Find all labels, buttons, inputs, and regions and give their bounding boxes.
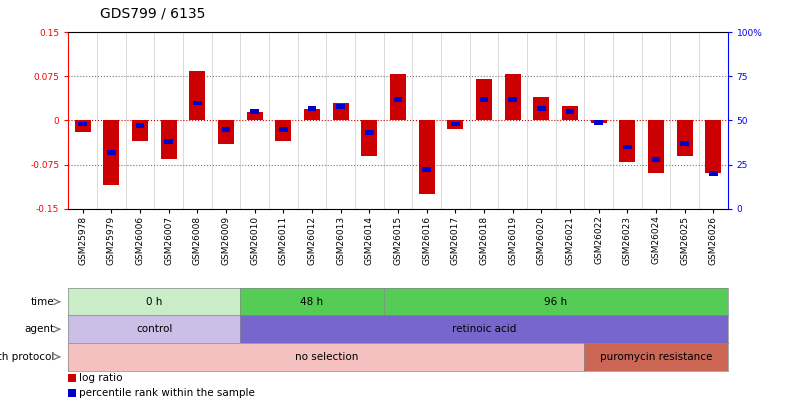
Bar	[136, 124, 144, 128]
Bar	[68, 373, 75, 382]
Bar	[393, 97, 402, 102]
Bar	[222, 127, 230, 132]
Text: time: time	[31, 297, 55, 307]
Bar	[78, 122, 87, 126]
Bar	[193, 100, 202, 105]
Bar	[218, 121, 234, 144]
Bar	[651, 157, 659, 162]
Bar	[361, 121, 377, 156]
Bar	[418, 121, 434, 194]
Bar	[504, 74, 520, 121]
Text: growth protocol: growth protocol	[0, 352, 55, 362]
Text: control: control	[136, 324, 173, 334]
Bar	[704, 121, 720, 173]
Bar	[507, 97, 516, 102]
Bar	[450, 122, 459, 126]
Bar	[536, 106, 545, 111]
Bar	[565, 109, 573, 114]
Bar	[164, 139, 173, 144]
Bar	[68, 389, 75, 397]
Bar	[446, 121, 463, 129]
Bar	[422, 168, 430, 172]
Bar	[389, 74, 406, 121]
Bar	[336, 104, 344, 109]
Bar	[75, 121, 91, 132]
Bar	[561, 106, 577, 121]
Text: GDS799 / 6135: GDS799 / 6135	[100, 6, 206, 20]
Bar	[161, 121, 177, 159]
Bar	[107, 150, 116, 155]
Bar	[708, 171, 717, 176]
Bar	[304, 109, 320, 121]
Bar	[365, 130, 373, 135]
Text: agent: agent	[25, 324, 55, 334]
Text: 48 h: 48 h	[300, 297, 323, 307]
Text: 0 h: 0 h	[146, 297, 162, 307]
Text: no selection: no selection	[294, 352, 357, 362]
Bar	[618, 121, 634, 162]
Bar	[590, 121, 605, 124]
Bar	[250, 109, 259, 114]
Text: puromycin resistance: puromycin resistance	[599, 352, 711, 362]
Bar	[475, 79, 491, 121]
Bar	[279, 127, 287, 132]
Bar	[679, 141, 688, 146]
Bar	[593, 120, 602, 125]
Bar	[132, 121, 148, 141]
Bar	[247, 112, 263, 121]
Bar	[308, 106, 316, 111]
Bar	[104, 121, 119, 185]
Bar	[622, 145, 631, 149]
Bar	[676, 121, 691, 156]
Text: 96 h: 96 h	[544, 297, 566, 307]
Text: retinoic acid: retinoic acid	[451, 324, 516, 334]
Text: log ratio: log ratio	[79, 373, 122, 383]
Bar	[332, 103, 348, 121]
Bar	[532, 97, 548, 121]
Bar	[647, 121, 663, 173]
Bar	[479, 97, 487, 102]
Bar	[275, 121, 291, 141]
Bar	[190, 70, 205, 121]
Text: percentile rank within the sample: percentile rank within the sample	[79, 388, 255, 398]
